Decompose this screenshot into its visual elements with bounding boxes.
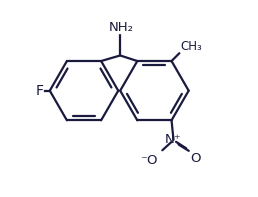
Text: F: F [36, 84, 44, 98]
Text: NH₂: NH₂ [109, 21, 134, 34]
Text: O: O [190, 152, 201, 165]
Text: ⁻O: ⁻O [140, 154, 158, 167]
Text: N⁺: N⁺ [165, 133, 182, 146]
Text: CH₃: CH₃ [180, 40, 202, 53]
